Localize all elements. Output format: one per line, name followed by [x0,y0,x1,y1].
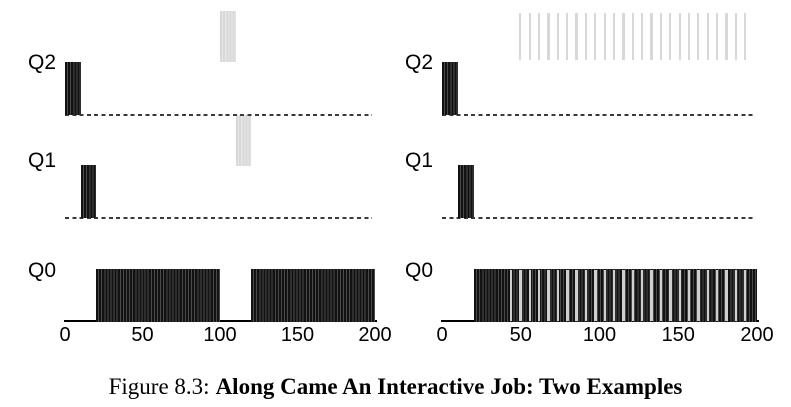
batch-job-segment-q2 [65,62,81,115]
interactive-job-segment-q2 [220,11,236,62]
figure-caption: Figure 8.3: Along Came An Interactive Job… [0,373,791,400]
preemption-gap [744,270,747,321]
preemption-gap [716,270,719,321]
x-axis-tick-label: 200 [358,324,392,346]
preemption-gap [528,270,532,321]
interactive-job-tick [537,13,541,60]
interactive-job-tick [519,13,522,60]
preemption-gap [612,270,616,321]
queue-label-q2: Q2 [28,51,57,74]
caption-title: Along Came An Interactive Job: Two Examp… [215,374,683,399]
preemption-gap [631,270,635,321]
batch-job-segment-q0 [96,269,220,322]
mlfq-chart-left: Q2 Q1 Q0 0 50 100 150 200 [0,0,414,360]
interactive-job-tick [603,13,606,60]
batch-job-segment-q2 [442,62,458,115]
preemption-gap [556,270,560,321]
preemption-gap [566,270,569,321]
x-axis-tick-label: 200 [740,324,774,346]
interactive-job-tick [744,13,747,60]
preemption-gap [650,270,653,321]
interactive-job-tick [734,13,737,60]
interactive-job-tick [716,13,719,60]
queue-baseline-dashed-q2 [442,114,754,116]
queue-label-q0: Q0 [28,259,57,282]
preemption-gap [725,270,728,321]
preemption-gap [687,270,691,321]
preemption-gap [659,270,663,321]
x-axis-line [64,320,377,322]
queue-baseline-dashed-q1 [65,217,372,219]
queue-label-q2: Q2 [405,51,434,74]
interactive-job-tick [678,13,681,60]
preemption-gap [603,270,606,321]
x-axis-tick-label: 100 [582,324,617,346]
interactive-job-tick [631,13,634,60]
batch-job-segment-q1 [80,165,96,218]
preemption-gap [537,270,541,321]
x-axis-tick-label: 50 [131,324,154,346]
queue-baseline-dashed-q1 [442,217,754,219]
preemption-gap [622,270,625,321]
x-axis-tick-label: 100 [203,324,237,346]
mlfq-chart-right: Q2 Q1 Q0 0 50 100 150 200 [377,0,791,360]
x-axis-tick-label: 150 [280,324,315,346]
interactive-job-tick [687,13,691,60]
interactive-job-tick [706,13,709,60]
interactive-job-tick [659,13,662,60]
interactive-job-tick [584,13,588,60]
x-axis-tick-label: 150 [661,324,695,346]
interactive-job-tick [547,13,550,60]
x-axis-tick-label: 50 [509,324,532,346]
x-axis-tick-label: 0 [59,324,71,346]
x-axis-tick-label: 0 [436,324,448,346]
interactive-job-tick [725,13,728,60]
preemption-gap [584,270,588,321]
queue-baseline-dashed-q2 [65,114,372,116]
preemption-gap [547,270,550,321]
queue-label-q1: Q1 [28,149,57,172]
preemption-gap [594,270,597,321]
preemption-gap [697,270,700,321]
caption-figure-number: Figure 8.3: [108,374,210,399]
queue-label-q0: Q0 [405,259,434,282]
preemption-gap [706,270,709,321]
interactive-job-tick [528,13,531,60]
interactive-job-tick [669,13,672,60]
batch-job-segment-q0 [251,269,375,322]
interactive-job-tick [556,13,559,60]
preemption-gap [641,270,644,321]
interactive-job-tick [641,13,644,60]
preemption-gap [509,270,513,321]
interactive-job-tick [650,13,653,60]
preemption-gap [519,270,522,321]
preemption-gap [678,270,681,321]
interactive-job-tick [697,13,700,60]
queue-label-q1: Q1 [405,149,434,172]
preemption-gap [669,270,672,321]
batch-job-segment-q1 [457,165,474,218]
interactive-job-tick [622,13,625,60]
interactive-job-segment-q1 [235,115,251,166]
preemption-gap [734,270,738,321]
interactive-job-tick [612,13,616,60]
interactive-job-tick [594,13,597,60]
preemption-gap [575,270,578,321]
interactive-job-tick [575,13,578,60]
interactive-job-tick [566,13,569,60]
